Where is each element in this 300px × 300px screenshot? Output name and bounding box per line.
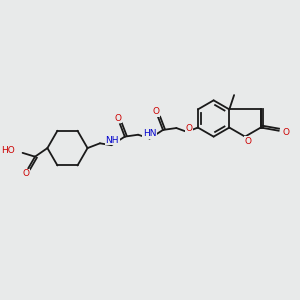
Text: O: O	[153, 107, 160, 116]
Text: NH: NH	[106, 136, 119, 145]
Text: HN: HN	[143, 129, 156, 138]
Text: O: O	[283, 128, 290, 137]
Text: O: O	[23, 169, 30, 178]
Text: HO: HO	[1, 146, 15, 155]
Text: O: O	[244, 137, 251, 146]
Text: O: O	[185, 124, 192, 133]
Text: O: O	[115, 114, 122, 123]
